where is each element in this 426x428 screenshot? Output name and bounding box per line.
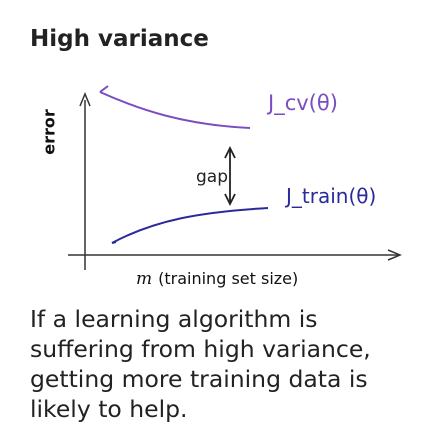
- x-axis-variable: m: [136, 269, 153, 289]
- cv-error-curve-start: [99, 85, 109, 93]
- explanation-text: If a learning algorithm is suffering fro…: [30, 305, 371, 423]
- cv-error-curve: [99, 91, 251, 129]
- y-axis-arrowhead: [79, 92, 91, 107]
- x-axis-label: m (training set size): [136, 269, 298, 289]
- train-curve-label: J_train(θ): [284, 184, 376, 208]
- x-axis-description: (training set size): [158, 269, 299, 288]
- gap-arrow-up: [224, 145, 236, 159]
- slide-title: High variance: [30, 26, 209, 52]
- train-error-curve: [111, 207, 269, 244]
- train-error-curve-start: [111, 241, 117, 244]
- gap-arrow-down: [224, 193, 236, 207]
- cv-curve-label: J_cv(θ): [266, 91, 338, 116]
- x-axis-arrowhead: [387, 249, 402, 261]
- gap-label: gap: [196, 167, 228, 187]
